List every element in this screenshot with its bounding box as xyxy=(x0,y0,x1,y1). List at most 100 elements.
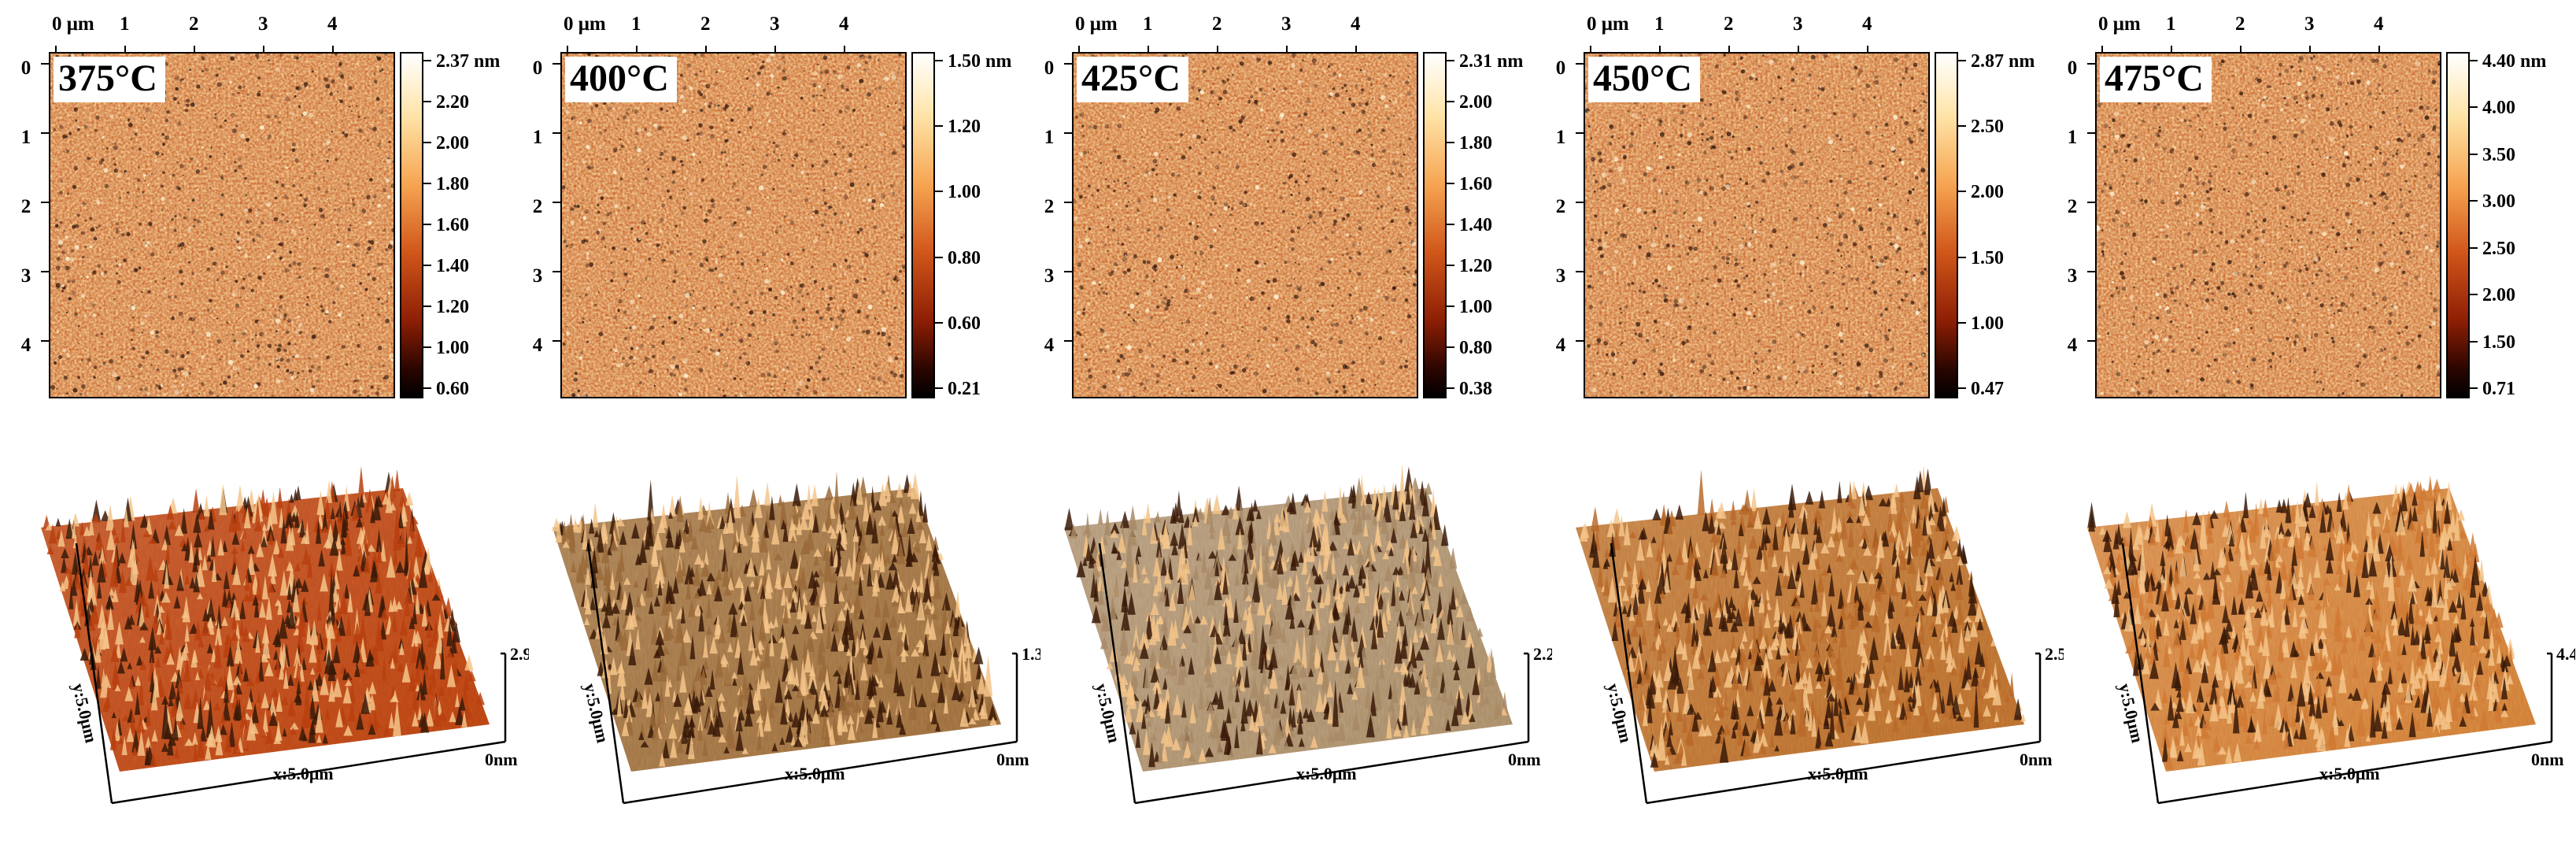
colorbar-label: 2.00 xyxy=(1459,92,1492,113)
x-tick-label: 0 μm xyxy=(1587,13,1629,35)
z-axis-3d-zero-label: 0nm xyxy=(1508,750,1541,769)
x-axis-3d-label: x:5.0μm xyxy=(273,764,334,783)
x-tick-label: 0 μm xyxy=(564,13,606,35)
x-tick-mark xyxy=(2101,46,2103,54)
y-tick-label: 3 xyxy=(532,265,543,287)
y-tick-label: 4 xyxy=(20,335,31,356)
z-axis-3d-max-label: 2.9nm xyxy=(510,644,529,664)
z-axis-3d-zero-label: 0nm xyxy=(2531,750,2564,769)
y-tick-label: 3 xyxy=(2067,265,2078,287)
x-axis-3d-label: x:5.0μm xyxy=(2319,764,2380,783)
colorbar-tick xyxy=(423,346,431,348)
x-tick-label: 4 xyxy=(1351,13,1361,35)
z-axis-3d-max-label: 4.4nm xyxy=(2556,644,2575,664)
colorbar-label: 2.37 nm xyxy=(436,51,501,72)
y-axis-3d xyxy=(75,542,113,804)
colorbar-tick xyxy=(2470,200,2478,202)
z-axis-3d-max-label: 2.2nm xyxy=(1533,644,1552,664)
y-tick-label: 3 xyxy=(20,265,31,287)
colorbar-tick xyxy=(935,321,943,324)
colorbar-tick xyxy=(935,256,943,258)
y-tick-mark xyxy=(41,132,49,134)
colorbar-tick xyxy=(1447,346,1454,348)
y-tick-mark xyxy=(1064,132,1072,134)
x-tick-label: 2 xyxy=(700,13,711,35)
afm-texture xyxy=(1074,54,1417,397)
x-tick-mark xyxy=(1355,46,1357,54)
afm-texture xyxy=(2097,54,2440,397)
x-axis-3d-label: x:5.0μm xyxy=(785,764,845,783)
x-tick-mark xyxy=(567,46,568,54)
x-tick-mark xyxy=(2171,46,2172,54)
x-tick-mark xyxy=(2240,46,2242,54)
x-tick-mark xyxy=(1286,46,1288,54)
colorbar-label: 2.00 xyxy=(2482,285,2515,306)
y-tick-label: 1 xyxy=(1555,127,1566,148)
y-axis-3d xyxy=(1098,542,1136,804)
colorbar-label: 1.40 xyxy=(1459,215,1492,235)
y-tick-label: 1 xyxy=(2067,127,2078,148)
y-axis-3d xyxy=(2121,542,2160,804)
colorbar-tick xyxy=(1958,387,1966,389)
height-colorbar xyxy=(1423,52,1447,398)
x-tick-label: 3 xyxy=(2304,13,2315,35)
colorbar-tick xyxy=(423,101,431,102)
colorbar-label: 2.50 xyxy=(2482,238,2515,259)
y-tick-label: 2 xyxy=(2067,196,2078,217)
y-tick-mark xyxy=(1064,63,1072,65)
x-tick-mark xyxy=(124,46,126,54)
y-tick-label: 0 xyxy=(1555,57,1566,79)
colorbar-label: 3.00 xyxy=(2482,191,2515,213)
colorbar-tick xyxy=(423,306,431,307)
temperature-label: 400°C xyxy=(565,57,677,102)
colorbar-tick xyxy=(1958,256,1966,258)
colorbar-tick xyxy=(423,387,431,389)
x-tick-mark xyxy=(1590,46,1591,54)
surface-spikes xyxy=(43,466,485,767)
afm-height-map: 475°C xyxy=(2095,52,2441,398)
colorbar-label: 0.38 xyxy=(1459,379,1492,399)
colorbar-label: 1.50 xyxy=(2482,331,2515,353)
colorbar-label: 0.71 xyxy=(2482,379,2515,399)
colorbar-label: 1.50 xyxy=(1971,247,2004,268)
y-tick-mark xyxy=(1064,271,1072,272)
y-tick-mark xyxy=(2087,202,2095,203)
afm-height-map: 450°C xyxy=(1584,52,1930,398)
y-tick-mark xyxy=(41,202,49,203)
x-tick-mark xyxy=(1148,46,1149,54)
colorbar-label: 3.50 xyxy=(2482,144,2515,165)
y-tick-mark xyxy=(1064,202,1072,203)
colorbar-label: 2.31 nm xyxy=(1459,51,1524,72)
x-tick-label: 0 μm xyxy=(2098,13,2141,35)
x-tick-mark xyxy=(1659,46,1661,54)
y-tick-label: 1 xyxy=(532,127,543,148)
colorbar-tick xyxy=(423,265,431,266)
colorbar-tick xyxy=(1447,142,1454,143)
colorbar-label: 1.20 xyxy=(1459,256,1492,276)
colorbar-label: 2.00 xyxy=(436,133,469,154)
y-tick-mark xyxy=(553,132,560,134)
colorbar-tick xyxy=(2470,60,2478,61)
afm-panel-4: 0 μm 1 2 3 4 0 1 2 3 4 475°C 4.40 nm 4.00 3.50 3.00 2.5… xyxy=(2068,0,2576,848)
surface-spikes xyxy=(552,471,998,767)
x-axis-3d-label: x:5.0μm xyxy=(1296,764,1357,783)
x-tick-mark xyxy=(774,46,776,54)
x-tick-label: 2 xyxy=(189,13,199,35)
y-tick-mark xyxy=(1576,202,1584,203)
x-tick-mark xyxy=(2378,46,2380,54)
x-tick-label: 3 xyxy=(1793,13,1803,35)
colorbar-label: 1.00 xyxy=(1971,313,2004,334)
x-tick-label: 1 xyxy=(1143,13,1153,35)
x-tick-mark xyxy=(332,46,334,54)
x-axis-3d xyxy=(1646,740,2041,805)
y-tick-label: 0 xyxy=(532,57,543,79)
surface-spikes xyxy=(1064,463,1509,768)
x-tick-label: 1 xyxy=(120,13,130,35)
x-axis-3d xyxy=(111,740,506,805)
y-tick-mark xyxy=(2087,63,2095,65)
y-tick-mark xyxy=(1576,271,1584,272)
